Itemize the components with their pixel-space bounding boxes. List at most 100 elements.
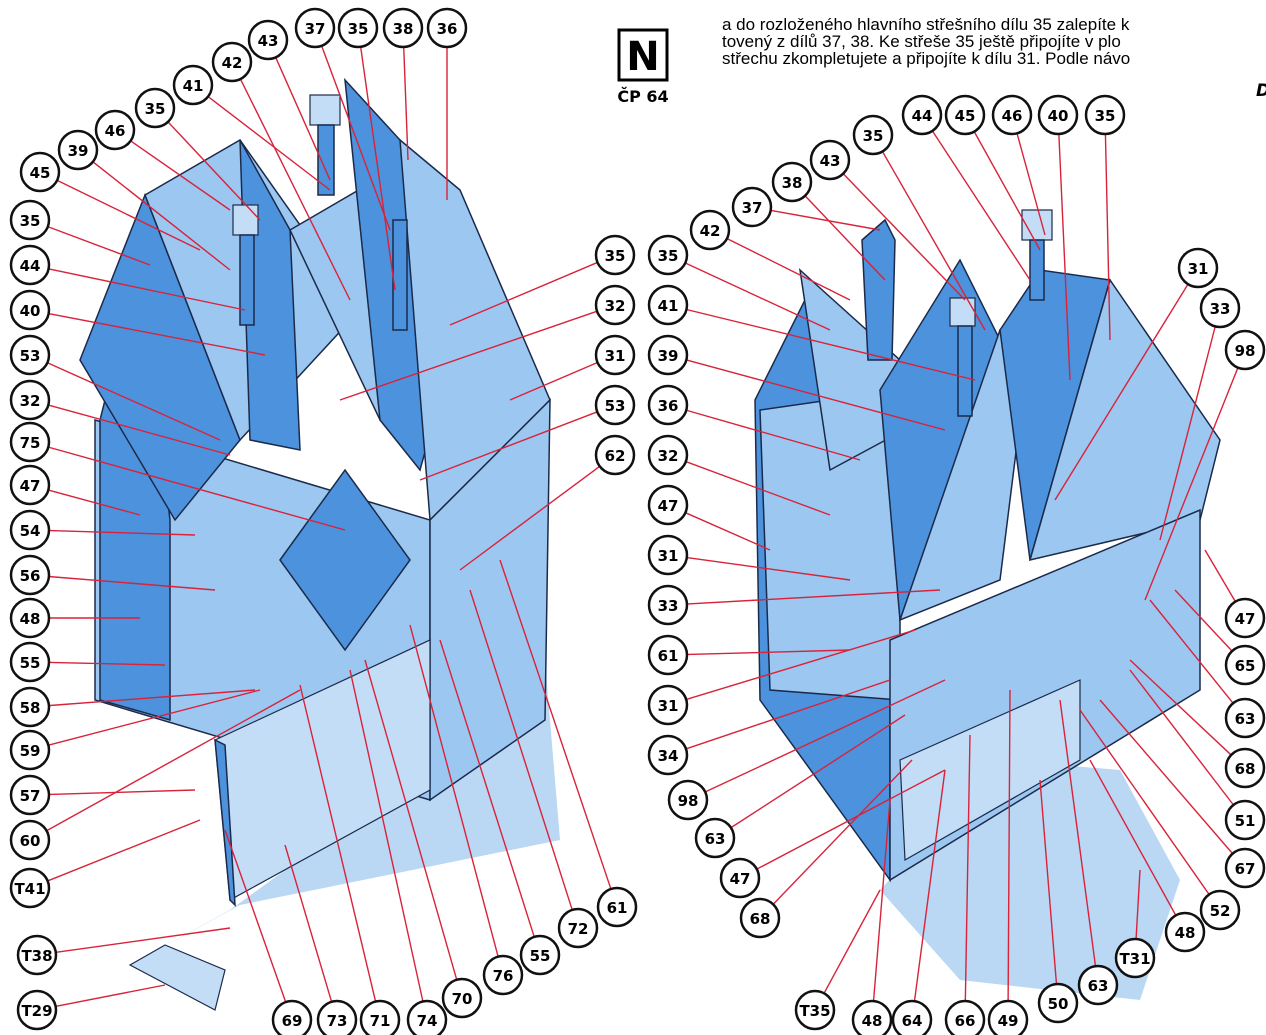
callout-label: T35 <box>799 1002 830 1020</box>
callout-circle <box>271 999 313 1035</box>
callout-label: 41 <box>183 77 204 95</box>
leader-line <box>872 799 891 1001</box>
leader-line <box>1089 759 1176 915</box>
callout: 32 <box>647 434 689 476</box>
callout: 41 <box>172 64 214 106</box>
leader-line <box>131 140 231 211</box>
leader-line <box>48 226 151 266</box>
leader-line <box>1058 134 1071 381</box>
callout: T35 <box>794 989 836 1031</box>
callout-circle <box>9 729 51 771</box>
callout-circle <box>294 7 336 49</box>
callout-label: 63 <box>1235 710 1256 728</box>
callout-circle <box>851 999 893 1035</box>
leader-line <box>284 844 332 1002</box>
callouts: 43 37 35 38 36 42 41 35 46 39 45 35 44 40 53 32 75 47 54 56… <box>9 7 1266 1035</box>
callout-label: 55 <box>20 654 41 672</box>
callout-label: 98 <box>678 792 699 810</box>
callout: 52 <box>1199 889 1241 931</box>
leader-line <box>47 362 221 441</box>
callout: 35 <box>647 234 689 276</box>
callout-circle <box>359 999 401 1035</box>
callout: 43 <box>247 19 289 61</box>
callout: 73 <box>316 999 358 1035</box>
callout-circle <box>647 634 689 676</box>
corner-letter: D <box>1256 81 1266 101</box>
callout-label: 47 <box>20 477 41 495</box>
callout: 54 <box>9 509 51 551</box>
leader-line <box>509 362 597 401</box>
leader-line <box>687 589 941 605</box>
callout: 37 <box>294 7 336 49</box>
callout: T31 <box>1114 937 1156 979</box>
callout-label: 41 <box>658 297 679 315</box>
callout: 47 <box>719 857 761 899</box>
callout-label: 62 <box>605 447 626 465</box>
chimney <box>1029 239 1045 301</box>
callout-circle <box>9 379 51 421</box>
callout-circle <box>719 857 761 899</box>
callout-label: 47 <box>658 497 679 515</box>
callout: 47 <box>9 464 51 506</box>
callout-circle <box>426 7 468 49</box>
callout-circle <box>382 7 424 49</box>
leader-line <box>687 359 946 431</box>
callout-label: 40 <box>1048 107 1069 125</box>
callout: 65 <box>1224 644 1266 686</box>
callout-circle <box>1199 889 1241 931</box>
callout-circle <box>667 779 709 821</box>
leader-line <box>449 262 597 326</box>
leader-line <box>275 58 331 181</box>
callout: 35 <box>9 199 51 241</box>
labels: 43 37 35 38 36 42 41 35 46 39 45 35 44 40 53 32 75 47 54 56… <box>9 7 1266 1035</box>
callout-label: 73 <box>327 1012 348 1030</box>
leader-line <box>705 679 946 793</box>
callout-circle <box>647 284 689 326</box>
leader-line <box>409 624 499 956</box>
callout-label: 35 <box>348 20 369 38</box>
left-model <box>79 77 560 1011</box>
callout-label: 36 <box>658 397 679 415</box>
callout-label: 31 <box>605 347 626 365</box>
leader-line <box>757 769 946 870</box>
callout: 58 <box>9 686 51 728</box>
callout-circle <box>794 989 836 1031</box>
callout: 55 <box>519 934 561 976</box>
callout-circle <box>594 434 636 476</box>
callout: 71 <box>359 999 401 1035</box>
callout-label: 35 <box>658 247 679 265</box>
callout-circle <box>441 977 483 1019</box>
edge <box>214 738 236 907</box>
leader-line <box>1099 699 1233 854</box>
callout-label: T29 <box>21 1002 52 1020</box>
leader-line <box>1007 689 1011 1001</box>
callout: 35 <box>1084 94 1126 136</box>
leader-line <box>913 769 946 1001</box>
callout-circle <box>211 41 253 83</box>
callout-circle <box>647 534 689 576</box>
leader-line <box>57 180 201 251</box>
callout-circle <box>1224 799 1266 841</box>
leader-line <box>687 309 976 381</box>
callout: 49 <box>987 999 1029 1035</box>
callout-label: 67 <box>1235 860 1256 878</box>
callout-circle <box>689 209 731 251</box>
leader-line <box>48 819 201 882</box>
callout: 75 <box>9 421 51 463</box>
chimney <box>232 204 259 236</box>
callout-circle <box>9 686 51 728</box>
callout-label: 70 <box>452 990 473 1008</box>
leader-line <box>1129 669 1234 805</box>
leader-line <box>49 404 231 456</box>
callout: 47 <box>647 484 689 526</box>
leader-line <box>685 262 831 331</box>
callout-label: 60 <box>20 832 41 850</box>
callout: 37 <box>731 186 773 228</box>
callout-label: 66 <box>955 1012 976 1030</box>
callout: 35 <box>337 7 379 49</box>
callout-label: 42 <box>700 222 721 240</box>
callout-label: 46 <box>1002 107 1023 125</box>
callout: 39 <box>57 129 99 171</box>
callout-label: 38 <box>393 20 414 38</box>
